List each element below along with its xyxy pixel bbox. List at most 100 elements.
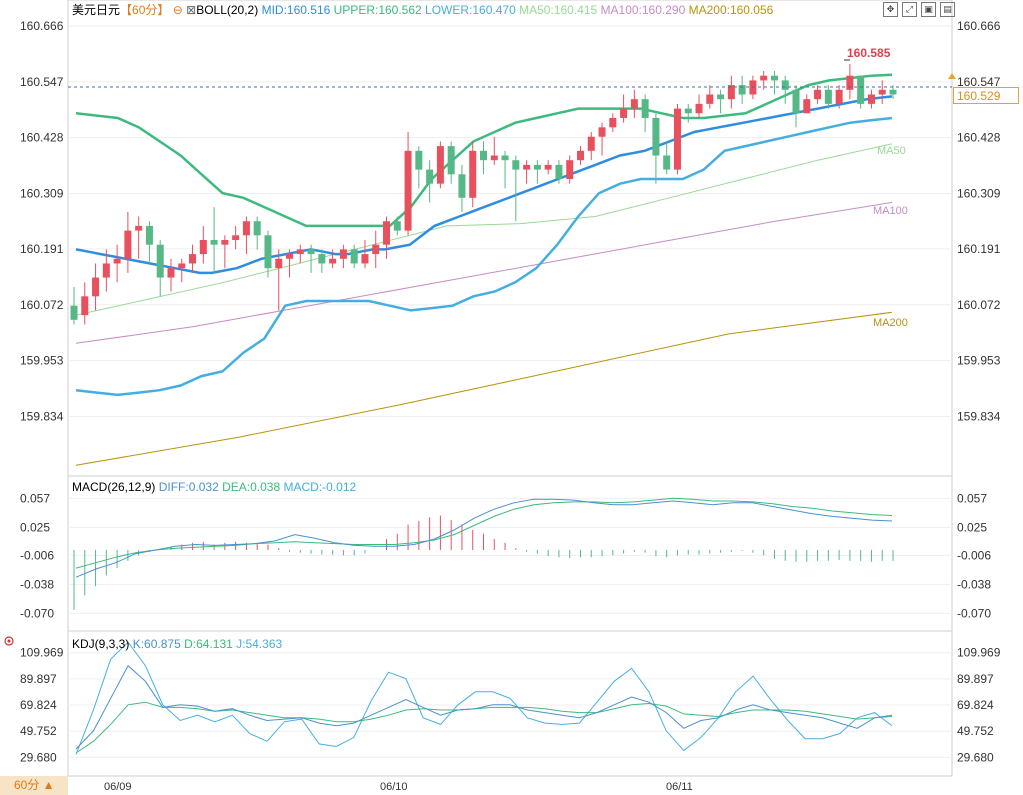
move-icon[interactable]: ✥	[883, 2, 898, 17]
candle-body	[803, 99, 811, 114]
candle-body	[641, 99, 649, 118]
collapse-icon[interactable]: ▤	[940, 2, 955, 17]
candle-body	[480, 150, 487, 161]
ma50-label: MA50	[877, 145, 906, 157]
price-tick-left: 159.834	[20, 409, 64, 423]
candle-body	[350, 249, 358, 264]
candle-body	[296, 249, 304, 255]
boll-lower: LOWER:160.470	[425, 3, 516, 17]
candle-body	[673, 108, 681, 170]
candle-body	[598, 127, 606, 137]
candle-body	[426, 169, 434, 184]
candle-body	[792, 89, 800, 114]
candle-body	[232, 235, 240, 240]
candle-body	[329, 258, 337, 264]
macd-diff: DIFF:0.032	[158, 480, 219, 494]
period-tag[interactable]: 【60分】	[120, 3, 170, 17]
candle-body	[587, 136, 595, 151]
kdj-label: KDJ(9,3,3)	[72, 637, 130, 651]
kdj-tick-left: 109.969	[20, 646, 64, 660]
kdj-k: K:60.875	[132, 637, 181, 651]
candle-body	[490, 155, 498, 161]
kdj-k-line	[75, 664, 893, 750]
indicator-settings-icon[interactable]: ▣	[921, 2, 936, 17]
candle-body	[652, 117, 660, 156]
candle-body	[867, 94, 875, 104]
axis-ticks: 160.666 160.666 160.547 160.547 160.428 160.4…	[20, 19, 1001, 764]
ma-lines	[75, 143, 893, 466]
candle-body	[156, 244, 164, 278]
symbol-label: 美元日元	[72, 3, 121, 17]
candle-body	[566, 160, 574, 179]
x-label-0611: 06/11	[666, 781, 693, 793]
indicator-icon[interactable]: ⊠	[186, 3, 197, 17]
kdj-settings-icon[interactable]	[4, 636, 14, 646]
candle-body	[717, 94, 725, 100]
candle-body	[835, 89, 843, 104]
candle-body	[620, 108, 628, 118]
macd-value: MACD:-0.012	[283, 480, 357, 494]
candle-body	[210, 240, 218, 245]
price-tick-right: 159.834	[957, 409, 1001, 423]
grid-lines	[68, 25, 952, 758]
candle-body	[576, 150, 584, 161]
candle-body	[684, 108, 692, 114]
kdj-tick-left: 49.752	[20, 724, 57, 738]
candle-body	[727, 85, 735, 100]
candle-body	[286, 254, 294, 259]
candle-body	[189, 254, 197, 264]
candle-body	[695, 103, 703, 114]
candle-body	[630, 99, 638, 109]
kdj-j: J:54.363	[236, 637, 283, 651]
boll-lower-line	[75, 116, 893, 397]
candle-body	[145, 225, 153, 245]
x-label-0609: 06/09	[104, 781, 132, 793]
high-label: 160.585	[847, 46, 891, 60]
macd-plot	[73, 497, 894, 610]
candle-body	[242, 221, 250, 236]
kdj-tick-left: 89.897	[20, 672, 57, 686]
price-arrow-icon	[948, 73, 956, 79]
price-tick-right: 160.309	[957, 187, 1001, 201]
period-toggle-icon[interactable]: ⊖	[172, 3, 183, 17]
kdj-plot	[75, 641, 893, 755]
kdj-tick-right: 49.752	[957, 724, 994, 738]
candle-body	[199, 240, 207, 255]
macd-dea-line	[75, 497, 893, 569]
candle-body	[544, 164, 552, 170]
boll-mid-line	[75, 95, 893, 275]
candle-body	[824, 89, 832, 104]
ma100-value: MA100:160.290	[600, 3, 686, 17]
candle-body	[135, 225, 143, 231]
candle-body	[523, 164, 531, 170]
candle-body	[253, 221, 261, 236]
candle-body	[113, 258, 121, 264]
ma100-label: MA100	[873, 205, 908, 217]
candle-body	[307, 249, 315, 255]
candle-body	[501, 155, 509, 161]
expand-icon[interactable]: ⤢	[902, 2, 917, 17]
candle-body	[846, 75, 854, 90]
ma200-label: MA200	[873, 317, 908, 329]
price-panel-frame	[67, 0, 953, 477]
kdj-tick-left: 29.680	[20, 750, 57, 764]
candle-body	[102, 263, 110, 278]
kdj-j-line	[75, 641, 893, 755]
price-tick-left: 160.428	[20, 131, 64, 145]
candle-body	[393, 221, 401, 231]
macd-tick-right: -0.006	[957, 548, 991, 562]
main-header: 美元日元【60分】 ⊖ ⊠BOLL(20,2) MID:160.516 UPPE…	[72, 2, 773, 18]
candle-body	[458, 174, 466, 198]
macd-tick-right: -0.038	[957, 577, 991, 591]
kdj-d: D:64.131	[184, 637, 233, 651]
candle-body	[70, 305, 78, 320]
kdj-tick-right: 89.897	[957, 672, 994, 686]
timeframe-button[interactable]: 60分 ▲	[0, 776, 68, 795]
candle-body	[339, 249, 347, 259]
toolbar: ✥ ⤢ ▣ ▤	[883, 2, 955, 17]
candle-body	[124, 230, 132, 259]
candle-body	[663, 155, 671, 170]
price-tick-left: 160.072	[20, 298, 64, 312]
price-tick-right: 160.547	[957, 75, 1001, 89]
